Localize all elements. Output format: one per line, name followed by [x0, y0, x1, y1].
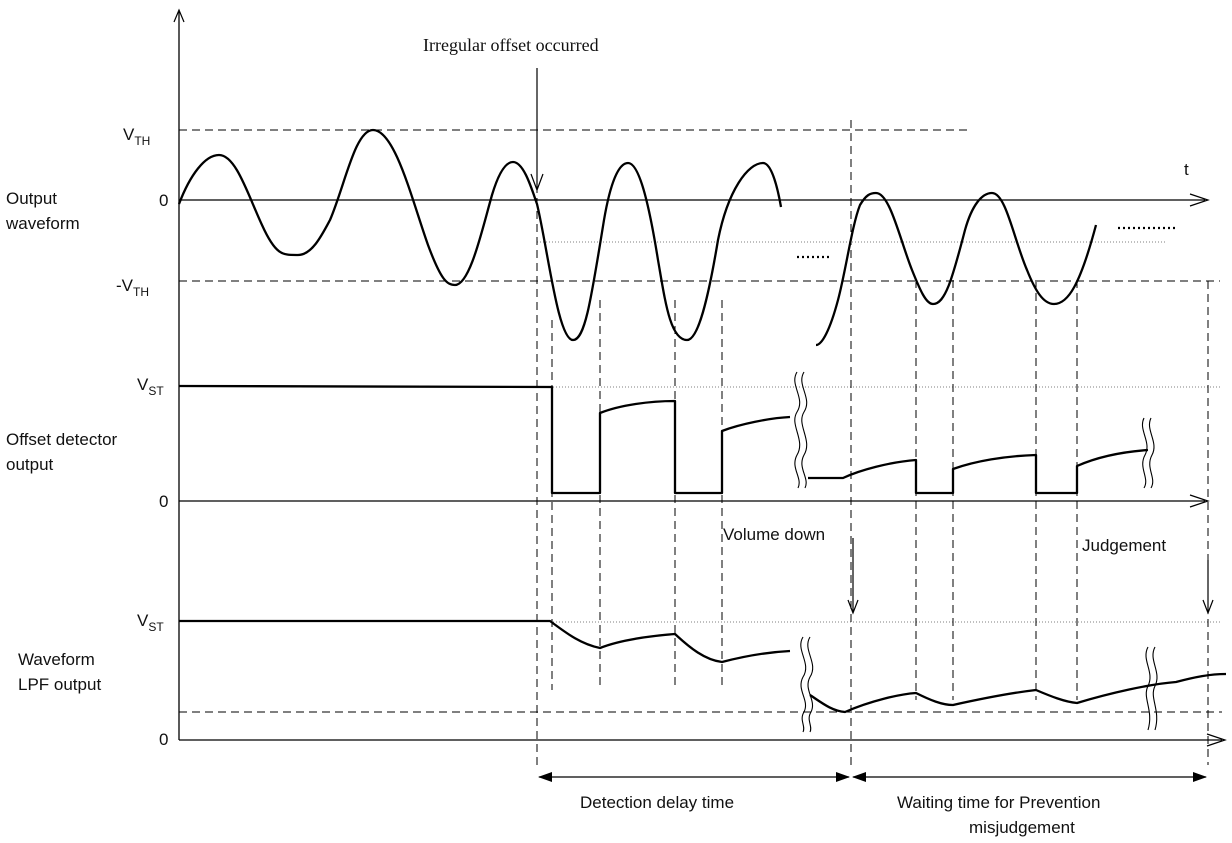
volume-down-arrow — [847, 538, 859, 615]
output-waveform-trace — [177, 128, 783, 342]
lpf-label-line1: Waveform — [18, 650, 95, 669]
detector-break-mark-2 — [1142, 417, 1155, 489]
offset-detector-label-line2: output — [6, 455, 54, 474]
output-time-axis-arrowhead — [1189, 193, 1210, 207]
output-waveform-label-line1: Output — [6, 189, 57, 208]
time-axis-label: t — [1184, 160, 1189, 179]
lpf-output-trace — [179, 619, 791, 664]
volume-down-label: Volume down — [723, 525, 825, 544]
output-waveform-label-line2: waveform — [5, 214, 80, 233]
lpf-time-axis-arrowhead — [1206, 733, 1227, 747]
output-zero-label: 0 — [159, 191, 168, 210]
judgement-arrow — [1202, 560, 1214, 615]
lpf-break-mark-2 — [1145, 646, 1158, 731]
waiting-time-label-line2: misjudgement — [969, 818, 1075, 837]
detector-zero-label: 0 — [159, 492, 168, 511]
lpf-output-resume-trace — [809, 672, 1227, 714]
offset-detector-resume-trace — [808, 448, 1149, 495]
detector-break-mark — [794, 371, 808, 489]
judgement-label: Judgement — [1082, 536, 1166, 555]
lpf-vst-label: VST — [137, 611, 164, 634]
peak-markers — [551, 280, 1078, 700]
lpf-zero-label: 0 — [159, 730, 168, 749]
lpf-break-mark — [800, 636, 814, 733]
neg-vth-label: -VTH — [116, 276, 149, 299]
irregular-offset-arrow — [530, 68, 544, 192]
offset-detector-label-line1: Offset detector — [6, 430, 118, 449]
detection-delay-label: Detection delay time — [580, 793, 734, 812]
offset-detector-trace — [178, 384, 791, 495]
waiting-time-label-line1: Waiting time for Prevention — [897, 793, 1100, 812]
detector-vst-label: VST — [137, 375, 164, 398]
lpf-label-line2: LPF output — [18, 675, 101, 694]
detector-time-axis-arrowhead — [1189, 494, 1210, 508]
vertical-axis-arrowhead — [173, 8, 185, 23]
output-waveform-resume-trace — [815, 191, 1098, 347]
irregular-offset-label: Irregular offset occurred — [423, 35, 599, 55]
event-markers — [536, 120, 1209, 765]
vth-label: VTH — [123, 125, 150, 148]
